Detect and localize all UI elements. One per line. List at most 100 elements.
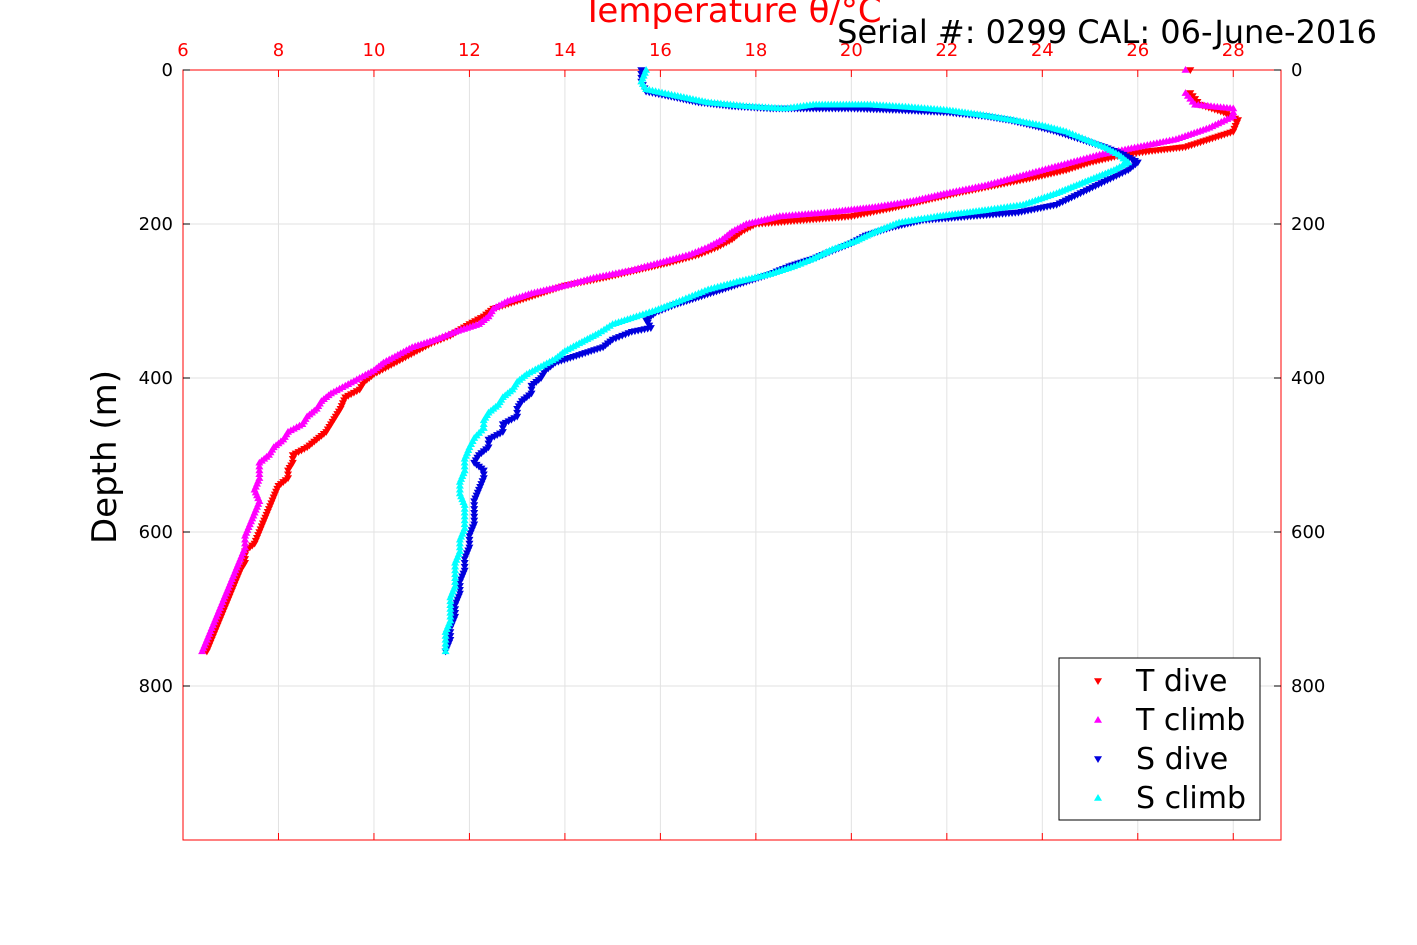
data-point (455, 535, 464, 543)
data-point (255, 470, 264, 478)
data-point (1186, 67, 1195, 74)
data-point (451, 574, 460, 581)
data-point (460, 504, 469, 512)
data-point (198, 647, 207, 655)
legend-label: T climb (1135, 703, 1245, 738)
data-point (465, 536, 474, 544)
data-point (255, 466, 264, 474)
data-point (513, 409, 522, 417)
data-point (455, 481, 464, 489)
x-tick-label: 20 (840, 40, 863, 61)
series-t-dive (202, 67, 1243, 656)
data-point (451, 558, 460, 566)
y-tick-label-right: 200 (1291, 214, 1325, 235)
data-point (479, 471, 488, 479)
data-point (441, 635, 450, 643)
x-tick-label: 14 (553, 40, 576, 61)
data-point (1229, 104, 1238, 112)
legend-marker (1094, 794, 1102, 801)
data-point (527, 386, 536, 394)
data-point (637, 67, 646, 74)
legend: T dive T climb S dive S climb (1058, 657, 1261, 821)
data-point (241, 535, 250, 543)
data-point (479, 467, 488, 475)
legend-label: S climb (1136, 781, 1246, 816)
x-tick-label: 10 (363, 40, 386, 61)
data-point (460, 520, 469, 528)
data-point (241, 539, 250, 547)
data-point (460, 454, 469, 462)
data-point (241, 531, 250, 539)
y-tick-label-right: 800 (1291, 676, 1325, 697)
data-point (460, 512, 469, 520)
data-point (446, 612, 455, 620)
data-point (446, 605, 455, 612)
y-tick-label: 600 (139, 522, 173, 543)
serial-label: Serial #: 0299 CAL: 06-June-2016 (837, 13, 1377, 51)
data-point (470, 506, 479, 513)
data-point (451, 562, 460, 570)
x-tick-label: 8 (273, 40, 284, 61)
data-point (460, 458, 469, 466)
x-tick-label: 6 (177, 40, 188, 61)
data-point (479, 420, 488, 427)
data-point (470, 517, 479, 525)
data-point (284, 467, 293, 475)
data-point (484, 436, 493, 444)
y-axis-label: Depth (m) (85, 370, 125, 544)
series-s-climb (441, 66, 1133, 655)
legend-marker (1094, 716, 1102, 723)
data-point (498, 421, 507, 429)
data-point (284, 471, 293, 479)
y-tick-label-right: 0 (1291, 60, 1302, 81)
y-tick-label: 800 (139, 676, 173, 697)
data-point (460, 560, 469, 567)
data-point (484, 440, 493, 448)
x-tick-label: 16 (649, 40, 672, 61)
data-point (1229, 108, 1238, 116)
x-tick-label: 28 (1222, 40, 1245, 61)
data-point (455, 477, 464, 485)
x-tick-label: 18 (744, 40, 767, 61)
data-point (460, 462, 469, 470)
data-point (460, 556, 469, 563)
y-tick-label: 200 (139, 214, 173, 235)
data-point (441, 639, 450, 647)
data-point (1181, 66, 1190, 73)
data-point (446, 601, 455, 608)
data-point (470, 513, 479, 521)
data-point (446, 608, 455, 616)
data-series (198, 66, 1243, 656)
legend-label: S dive (1136, 742, 1228, 777)
legend-marker (1094, 678, 1102, 685)
y-tick-label-right: 400 (1291, 368, 1325, 389)
data-point (513, 406, 522, 413)
data-point (527, 382, 536, 390)
data-point (451, 566, 460, 574)
data-point (441, 628, 450, 635)
y-tick-label-right: 600 (1291, 522, 1325, 543)
y-tick-label: 0 (162, 60, 173, 81)
data-point (455, 543, 464, 551)
data-point (465, 540, 474, 548)
data-point (441, 647, 450, 655)
plot-frame (182, 69, 1282, 841)
data-point (470, 502, 479, 510)
data-point (460, 516, 469, 524)
legend-box (1058, 657, 1261, 821)
legend-label: T dive (1135, 664, 1227, 699)
data-point (446, 593, 455, 601)
data-point (460, 501, 469, 508)
data-point (255, 458, 264, 466)
data-point (460, 508, 469, 516)
y-tick-label: 400 (139, 368, 173, 389)
data-point (288, 452, 297, 459)
data-point (446, 597, 455, 605)
legend-items: T dive T climb S dive S climb (1094, 664, 1246, 816)
data-point (451, 578, 460, 585)
data-point (470, 498, 479, 506)
x-tick-label: 24 (1031, 40, 1054, 61)
data-point (441, 643, 450, 651)
data-point (498, 425, 507, 433)
data-point (470, 509, 479, 517)
